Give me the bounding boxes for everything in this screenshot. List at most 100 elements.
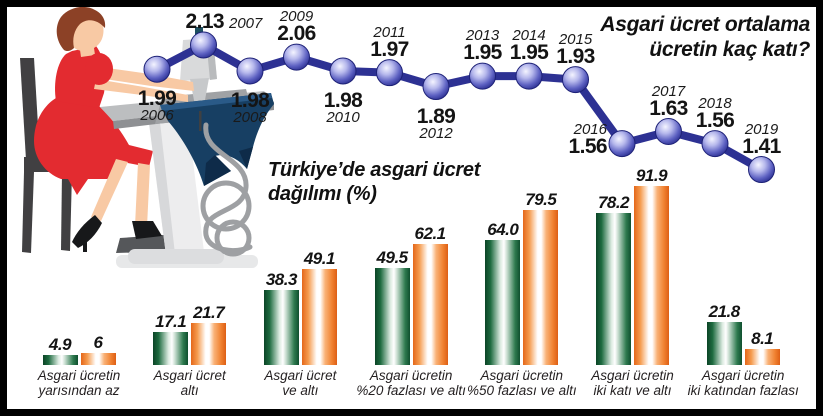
bar-category-line: Asgari ücretin [591, 368, 674, 383]
bar-value-orange-1: 21.7 [193, 302, 225, 322]
bar-category-line: iki katından fazlası [687, 382, 799, 398]
bar-orange-3 [412, 243, 448, 365]
bar-value-orange-3: 62.1 [414, 223, 447, 243]
point-label-2015: 2015 1.93 [541, 30, 611, 68]
data-point-2017 [655, 118, 682, 145]
arms [85, 53, 194, 102]
data-point-2018 [701, 130, 729, 158]
line-chart-title: Asgari ücret ortalama ücretin kaç katı? [600, 12, 810, 62]
bar-green-6 [706, 322, 742, 365]
bar-value-orange-0: 6 [93, 333, 103, 353]
point-value: 1.63 [649, 96, 688, 120]
point-value: 1.41 [742, 134, 781, 158]
bar-value-green-1: 17.1 [155, 311, 187, 331]
point-label-2009: 2009 2.06 [262, 8, 332, 46]
point-year: 2015 [558, 30, 593, 48]
point-label-2014: 2014 1.95 [494, 27, 564, 65]
point-value: 2.06 [277, 22, 316, 46]
seamstress-illustration [20, 6, 274, 268]
point-label-2012: 1.89 2012 [401, 106, 471, 142]
data-point-2012 [422, 73, 450, 101]
bar-orange-1 [191, 322, 227, 365]
data-point-2019 [748, 156, 775, 184]
bar-green-3 [374, 268, 410, 365]
bar-value-green-6: 21.8 [708, 302, 741, 322]
point-value: 1.56 [695, 108, 735, 132]
data-point-2007 [190, 31, 217, 59]
bar-category-label-6: Asgari ücretin iki katından fazlası [671, 368, 815, 398]
line-chart-title-line2: ücretin kaç katı? [649, 38, 810, 61]
bar-category-label-1: Asgari ücret altı [118, 368, 262, 398]
bar-value-green-3: 49.5 [376, 248, 409, 268]
point-year: 2019 [744, 120, 779, 138]
point-label-2013: 2013 1.95 [448, 28, 518, 63]
data-point-2008 [236, 57, 264, 85]
point-year: 2017 [651, 82, 686, 100]
point-value: 1.98 [230, 88, 270, 112]
point-year: 2009 [279, 8, 314, 26]
point-value: 1.93 [556, 44, 595, 68]
point-year: 2018 [698, 94, 732, 112]
bar-value-green-0: 4.9 [48, 335, 72, 355]
bar-category-label-3: Asgari ücretin %20 fazlası ve altı [339, 368, 483, 398]
bar-chart-title: Türkiye’de asgari ücret dağılımı (%) [268, 158, 480, 206]
point-value: 1.97 [370, 37, 409, 61]
fabric [160, 93, 274, 186]
point-year: 2016 [573, 120, 607, 138]
bar-category-line: Asgari ücret [264, 368, 337, 383]
bar-category-line: yarısından az [38, 382, 120, 398]
bar-green-2 [263, 290, 299, 365]
point-value: 2.13 [185, 10, 225, 33]
bar-green-5 [596, 212, 631, 365]
line-chart-title-line1: Asgari ücret ortalama [600, 13, 810, 36]
point-value: 1.95 [509, 41, 549, 65]
point-label-2018: 2018 1.56 [680, 94, 750, 132]
point-year: 2006 [140, 107, 174, 125]
bar-green-4 [485, 240, 521, 365]
point-year: 2007 [228, 15, 263, 32]
point-label-2016: 2016 1.56 [525, 120, 608, 158]
bar-green-1 [153, 331, 189, 365]
point-value: 1.56 [568, 134, 608, 158]
point-value: 1.98 [323, 88, 363, 112]
point-year: 2008 [233, 108, 267, 126]
bar-orange-2 [301, 269, 337, 365]
point-label-2019: 2019 1.41 [727, 120, 797, 158]
data-point-2014 [515, 62, 543, 90]
data-point-2011 [376, 59, 403, 87]
point-label-2010: 1.98 2010 [308, 88, 378, 125]
woman [34, 6, 162, 252]
bar-category-line: Asgari ücret [153, 368, 226, 383]
bar-category-label-5: Asgari ücretin iki katı ve altı [561, 368, 705, 398]
point-year: 2014 [512, 27, 546, 45]
data-point-2013 [469, 62, 496, 90]
point-label-2008: 1.98 2008 [215, 88, 285, 126]
bar-category-line: %20 fazlası ve altı [356, 382, 466, 398]
bar-category-label-0: Asgari ücretin yarısından az [7, 368, 151, 398]
data-point-2009 [283, 43, 310, 71]
bar-chart-title-line1: Türkiye’de asgari ücret [268, 159, 481, 181]
point-value: 1.99 [137, 87, 177, 111]
bar-value-orange-6: 8.1 [751, 329, 774, 349]
bar-category-line: Asgari ücretin [701, 368, 785, 383]
point-label-2011: 2011 1.97 [355, 23, 425, 61]
bar-orange-0 [80, 353, 116, 365]
bar-category-label-2: Asgari ücret ve altı [228, 368, 372, 398]
bar-category-line: Asgari ücretin [369, 368, 453, 383]
point-year: 2012 [419, 124, 453, 142]
data-point-2015 [562, 66, 589, 94]
bar-category-line: Asgari ücretin [480, 368, 564, 383]
point-year: 2011 [373, 23, 406, 41]
bar-orange-5 [634, 185, 669, 365]
bar-category-line: iki katı ve altı [593, 382, 672, 398]
bar-value-orange-2: 49.1 [303, 249, 336, 269]
point-label-2006: 1.99 2006 [122, 87, 192, 125]
point-label-2017: 2017 1.63 [634, 82, 704, 120]
bar-orange-6 [744, 349, 780, 365]
bar-category-line: altı [180, 382, 199, 398]
data-point-2010 [329, 57, 357, 85]
power-cord [200, 122, 253, 257]
bar-value-green-5: 78.2 [597, 192, 630, 212]
data-point-2006 [143, 55, 171, 83]
